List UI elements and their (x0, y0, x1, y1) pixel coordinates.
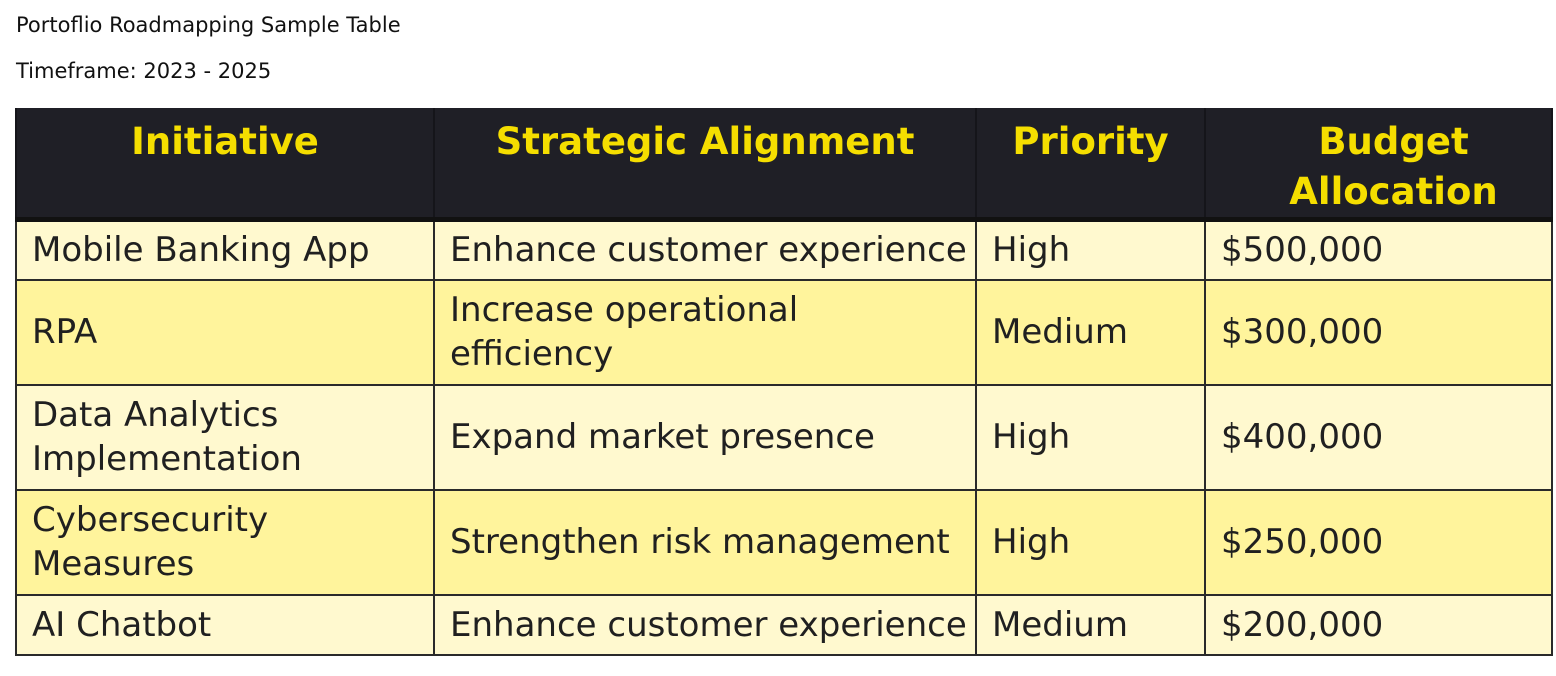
document-title: Portoflio Roadmapping Sample Table (16, 13, 401, 37)
cell-budget: $200,000 (1204, 593, 1553, 656)
header-strategic-alignment: Strategic Alignment (433, 108, 977, 222)
cell-budget: $250,000 (1204, 488, 1553, 596)
cell-strategic-alignment: Enhance customer experience (433, 593, 977, 656)
table-row: Data Analytics Implementation Expand mar… (15, 383, 1553, 491)
header-initiative: Initiative (15, 108, 435, 222)
cell-budget: $500,000 (1204, 218, 1553, 281)
cell-priority: Medium (975, 278, 1206, 386)
table-row: AI Chatbot Enhance customer experience M… (15, 593, 1553, 656)
cell-initiative: Cybersecurity Measures (15, 488, 435, 596)
cell-initiative: RPA (15, 278, 435, 386)
cell-priority: Medium (975, 593, 1206, 656)
header-row: Initiative Strategic Alignment Priority … (15, 108, 1553, 222)
cell-strategic-alignment: Strengthen risk management (433, 488, 977, 596)
roadmap-table: Initiative Strategic Alignment Priority … (15, 108, 1553, 656)
cell-priority: High (975, 218, 1206, 281)
timeframe-label: Timeframe: 2023 - 2025 (16, 59, 272, 83)
cell-budget: $300,000 (1204, 278, 1553, 386)
table-row: RPA Increase operational efficiency Medi… (15, 278, 1553, 386)
header-priority: Priority (975, 108, 1206, 222)
table-row: Mobile Banking App Enhance customer expe… (15, 218, 1553, 281)
cell-initiative: Data Analytics Implementation (15, 383, 435, 491)
cell-priority: High (975, 488, 1206, 596)
cell-strategic-alignment: Increase operational efficiency (433, 278, 977, 386)
table-header: Initiative Strategic Alignment Priority … (15, 108, 1553, 222)
cell-strategic-alignment: Expand market presence (433, 383, 977, 491)
cell-priority: High (975, 383, 1206, 491)
table-body: Mobile Banking App Enhance customer expe… (15, 218, 1553, 656)
cell-strategic-alignment: Enhance customer experience (433, 218, 977, 281)
header-budget-allocation: Budget Allocation (1204, 108, 1553, 222)
cell-initiative: Mobile Banking App (15, 218, 435, 281)
cell-initiative: AI Chatbot (15, 593, 435, 656)
table-row: Cybersecurity Measures Strengthen risk m… (15, 488, 1553, 596)
cell-budget: $400,000 (1204, 383, 1553, 491)
